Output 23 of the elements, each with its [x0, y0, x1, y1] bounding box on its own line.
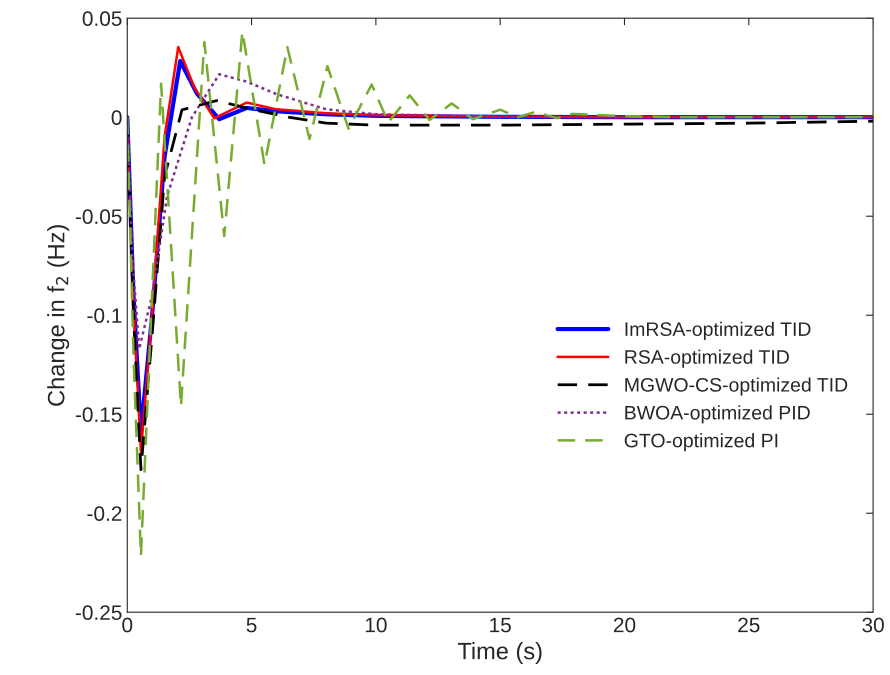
y-tick-label: -0.25	[76, 605, 122, 620]
y-axis-title: Change in f$_{2}$ (Hz)	[47, 225, 70, 406]
legend-label: GTO-optimized PI	[624, 433, 778, 452]
y-tick-label: 0.05	[82, 11, 122, 26]
y-tick-label: -0.1	[87, 308, 122, 323]
x-tick-label: 5	[246, 618, 256, 632]
legend-label: BWOA-optimized PID	[625, 405, 810, 424]
line-series	[127, 73, 874, 350]
x-tick-label: 15	[490, 618, 511, 632]
legend-label: RSA-optimized TID	[625, 350, 789, 368]
x-axis-title: Time (s)	[458, 642, 542, 664]
y-tick-label: -0.05	[76, 209, 122, 224]
legend-label: ImRSA-optimized TID	[626, 322, 811, 340]
y-tick-label: 0	[112, 110, 122, 125]
legend-label: MGWO-CS-optimized TID	[625, 377, 848, 396]
x-tick-label: 25	[738, 618, 760, 632]
x-tick-label: 20	[614, 618, 636, 632]
x-tick-label: 0	[122, 618, 132, 632]
x-tick-label: 30	[862, 618, 884, 632]
y-tick-label: -0.15	[76, 407, 122, 422]
y-tick-label: -0.2	[87, 506, 122, 521]
x-tick-label: 10	[366, 618, 387, 632]
line-series	[127, 99, 874, 472]
